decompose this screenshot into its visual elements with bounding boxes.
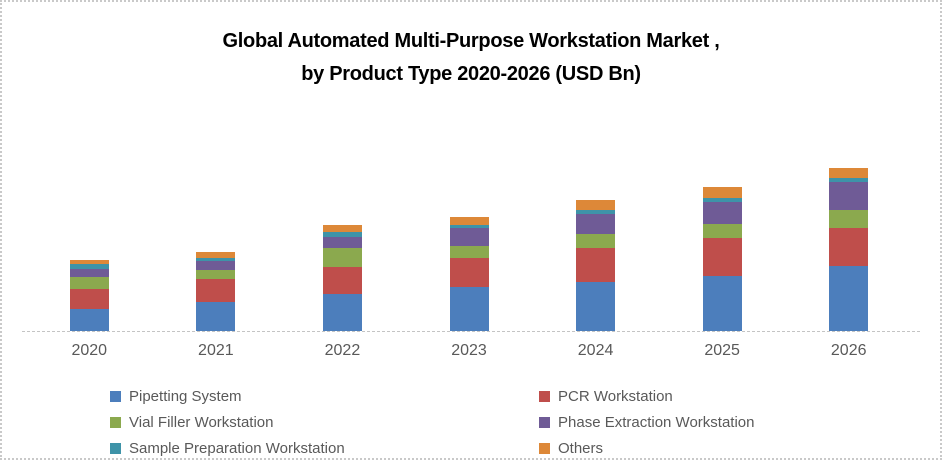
x-axis-line bbox=[22, 331, 920, 332]
bar-segment-pcr-workstation-2022 bbox=[322, 266, 362, 294]
bar-segment-pcr-workstation-2025 bbox=[702, 237, 742, 276]
bar-segment-vial-filler-workstation-2020 bbox=[69, 276, 109, 289]
stacked-bar-2021 bbox=[196, 252, 236, 331]
x-axis-labels: 2020 2021 2022 2023 2024 2025 2026 bbox=[2, 342, 940, 364]
bar-segment-pipetting-system-2021 bbox=[196, 302, 236, 331]
legend-marker-pipetting-system bbox=[110, 390, 121, 402]
legend-marker-pcr-workstation bbox=[539, 390, 550, 402]
bar-segment-sample-preparation-workstation-2022 bbox=[322, 232, 362, 237]
bar-segment-sample-preparation-workstation-2021 bbox=[196, 258, 236, 261]
stacked-bar-2024 bbox=[576, 199, 616, 331]
bar-segment-pcr-workstation-2023 bbox=[449, 257, 489, 287]
x-tick-label-2024: 2024 bbox=[577, 342, 614, 359]
legend-item-sample-preparation-workstation: Sample Preparation Workstation bbox=[110, 439, 345, 457]
x-tick-label-2020: 2020 bbox=[71, 342, 108, 359]
bar-segment-vial-filler-workstation-2021 bbox=[196, 270, 236, 279]
bar-segment-phase-extraction-workstation-2023 bbox=[449, 228, 489, 246]
bar-segment-sample-preparation-workstation-2020 bbox=[69, 264, 109, 269]
plot-area bbox=[26, 162, 912, 331]
bar-segment-pcr-workstation-2024 bbox=[576, 247, 616, 282]
bar-segment-pcr-workstation-2021 bbox=[196, 279, 236, 302]
bar-segment-pipetting-system-2022 bbox=[322, 294, 362, 331]
bar-segment-others-2024 bbox=[576, 199, 616, 210]
bar-segment-phase-extraction-workstation-2026 bbox=[829, 181, 869, 210]
chart-title-line-1: Global Automated Multi-Purpose Workstati… bbox=[222, 30, 720, 52]
bar-segment-others-2021 bbox=[196, 252, 236, 258]
bar-segment-phase-extraction-workstation-2021 bbox=[196, 261, 236, 270]
bar-segment-pcr-workstation-2020 bbox=[69, 289, 109, 309]
bar-segment-sample-preparation-workstation-2023 bbox=[449, 224, 489, 228]
bar-segment-vial-filler-workstation-2022 bbox=[322, 248, 362, 267]
chart-title-line-2: by Product Type 2020-2026 (USD Bn) bbox=[301, 63, 641, 85]
bar-segment-sample-preparation-workstation-2025 bbox=[702, 198, 742, 202]
legend-label-pipetting-system: Pipetting System bbox=[129, 387, 242, 405]
bar-segment-others-2022 bbox=[322, 224, 362, 232]
bar-segment-sample-preparation-workstation-2026 bbox=[829, 178, 869, 182]
stacked-bar-2022 bbox=[322, 224, 362, 331]
legend-label-sample-preparation-workstation: Sample Preparation Workstation bbox=[129, 439, 345, 457]
bar-segment-pipetting-system-2020 bbox=[69, 309, 109, 331]
bar-segment-phase-extraction-workstation-2024 bbox=[576, 213, 616, 234]
bar-segment-others-2025 bbox=[702, 186, 742, 198]
x-tick-label-2026: 2026 bbox=[830, 342, 867, 359]
bar-segment-vial-filler-workstation-2023 bbox=[449, 245, 489, 258]
legend-label-phase-extraction-workstation: Phase Extraction Workstation bbox=[558, 413, 755, 431]
stacked-bar-2020 bbox=[69, 259, 109, 331]
stacked-bar-2025 bbox=[702, 186, 742, 331]
bar-segment-vial-filler-workstation-2025 bbox=[702, 223, 742, 238]
legend-label-others: Others bbox=[558, 439, 604, 457]
x-tick-label-2023: 2023 bbox=[451, 342, 487, 359]
legend-label-vial-filler-workstation: Vial Filler Workstation bbox=[129, 413, 274, 431]
bar-segment-pipetting-system-2023 bbox=[449, 286, 489, 331]
stacked-bar-2023 bbox=[449, 217, 489, 331]
legend-marker-vial-filler-workstation bbox=[110, 416, 121, 428]
legend-item-pcr-workstation: PCR Workstation bbox=[539, 387, 673, 405]
legend-marker-sample-preparation-workstation bbox=[110, 442, 121, 454]
stacked-bar-2026 bbox=[829, 167, 869, 331]
bar-segment-sample-preparation-workstation-2024 bbox=[576, 209, 616, 214]
bar-segment-others-2020 bbox=[69, 259, 109, 264]
x-tick-label-2021: 2021 bbox=[198, 342, 234, 359]
legend-item-others: Others bbox=[539, 439, 603, 457]
legend-marker-others bbox=[539, 442, 550, 454]
bar-segment-pipetting-system-2025 bbox=[702, 276, 742, 331]
legend-item-vial-filler-workstation: Vial Filler Workstation bbox=[110, 413, 274, 431]
x-tick-label-2025: 2025 bbox=[704, 342, 740, 359]
x-tick-label-2022: 2022 bbox=[324, 342, 361, 359]
bar-segment-pcr-workstation-2026 bbox=[829, 227, 869, 266]
bar-segment-pipetting-system-2024 bbox=[576, 282, 616, 331]
bar-segment-others-2023 bbox=[449, 217, 489, 225]
legend-item-phase-extraction-workstation: Phase Extraction Workstation bbox=[539, 413, 754, 431]
bar-segment-phase-extraction-workstation-2022 bbox=[322, 236, 362, 248]
bar-segment-others-2026 bbox=[829, 167, 869, 178]
bar-segment-vial-filler-workstation-2026 bbox=[829, 210, 869, 228]
legend-item-pipetting-system: Pipetting System bbox=[110, 387, 242, 405]
bar-segment-phase-extraction-workstation-2020 bbox=[69, 268, 109, 277]
legend-label-pcr-workstation: PCR Workstation bbox=[558, 387, 673, 405]
bar-segment-pipetting-system-2026 bbox=[829, 266, 869, 331]
bar-segment-vial-filler-workstation-2024 bbox=[576, 234, 616, 248]
legend-marker-phase-extraction-workstation bbox=[539, 416, 550, 428]
chart-title: Global Automated Multi-Purpose Workstati… bbox=[2, 25, 940, 91]
bar-segment-phase-extraction-workstation-2025 bbox=[702, 202, 742, 224]
